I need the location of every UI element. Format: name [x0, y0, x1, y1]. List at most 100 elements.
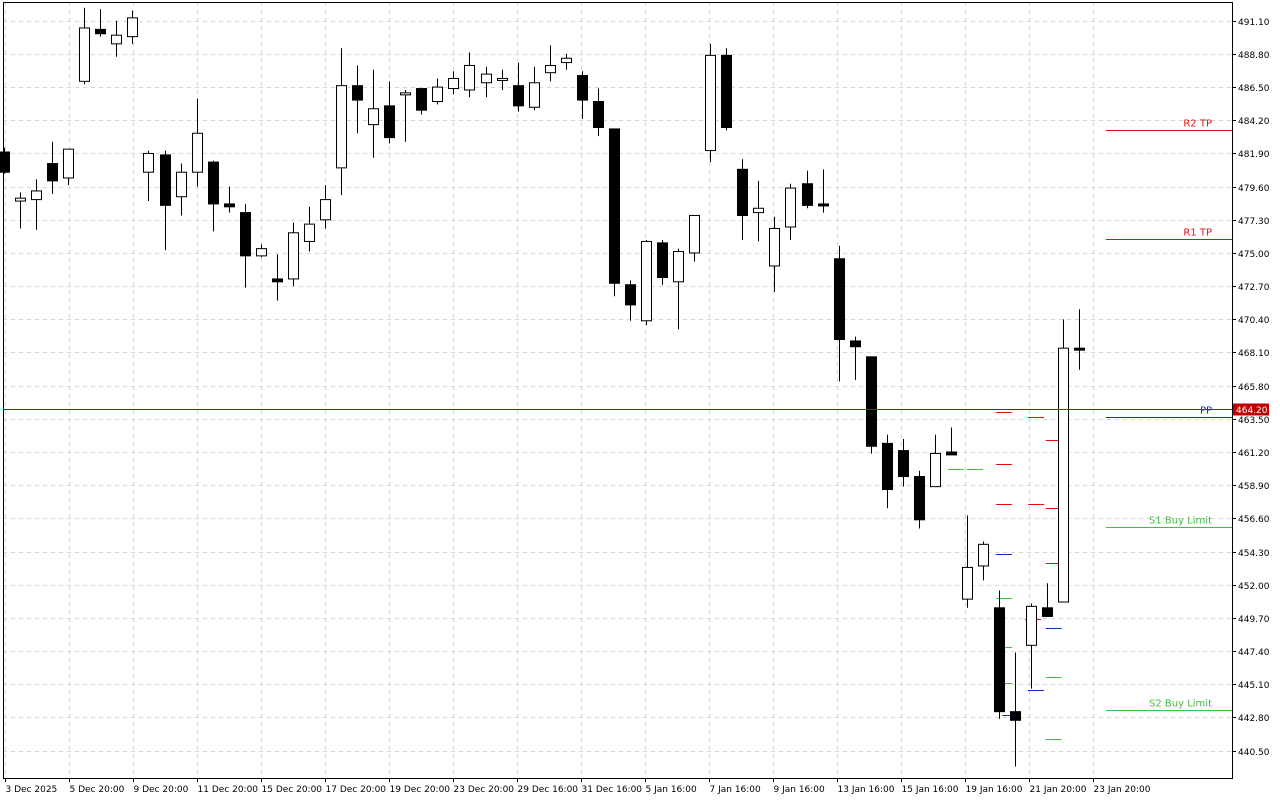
candle[interactable]: [946, 427, 957, 456]
candle[interactable]: [176, 163, 187, 216]
x-tick-label: 19 Jan 16:00: [966, 785, 1023, 795]
candle[interactable]: [898, 439, 909, 487]
candle[interactable]: [657, 239, 668, 285]
candles[interactable]: [0, 7, 1085, 767]
candle[interactable]: [561, 53, 572, 70]
candle[interactable]: [368, 69, 379, 158]
candle[interactable]: [497, 69, 508, 90]
candle[interactable]: [705, 43, 716, 163]
candle-body-up: [481, 73, 492, 84]
candle-body-down: [946, 451, 957, 456]
candle[interactable]: [1058, 319, 1069, 603]
x-tick-label: 11 Dec 20:00: [198, 785, 259, 795]
candle[interactable]: [1074, 309, 1085, 370]
candle[interactable]: [288, 222, 299, 287]
candle-body-up: [1026, 605, 1037, 646]
candle[interactable]: [31, 179, 42, 230]
candle[interactable]: [721, 48, 732, 131]
candle-body-up: [192, 132, 203, 173]
candle[interactable]: [513, 62, 524, 112]
candle[interactable]: [769, 216, 780, 292]
current-price-line: 464.20: [3, 403, 1269, 416]
candle[interactable]: [850, 336, 861, 380]
candle[interactable]: [272, 254, 283, 301]
candle[interactable]: [79, 7, 90, 85]
candle-body-up: [545, 64, 556, 74]
candle-body-up: [497, 77, 508, 81]
candle[interactable]: [111, 20, 122, 57]
candle[interactable]: [384, 81, 395, 144]
candle[interactable]: [336, 48, 347, 196]
candle[interactable]: [641, 239, 652, 326]
candle[interactable]: [240, 203, 251, 288]
candle[interactable]: [481, 66, 492, 98]
candle[interactable]: [1010, 652, 1021, 767]
candle[interactable]: [818, 169, 829, 213]
y-tick-label: 452.00: [1238, 582, 1270, 592]
candle[interactable]: [785, 183, 796, 240]
candle-body-down: [657, 242, 668, 278]
candle[interactable]: [127, 10, 138, 44]
y-tick-label: 468.10: [1238, 349, 1270, 359]
candle-body-up: [705, 54, 716, 152]
candle-body-up: [1058, 347, 1069, 603]
candle[interactable]: [545, 45, 556, 82]
candle[interactable]: [625, 280, 636, 321]
candle[interactable]: [978, 541, 989, 581]
candle-body-down: [224, 203, 235, 208]
candle-body-up: [689, 214, 700, 254]
candle[interactable]: [529, 66, 540, 111]
y-tick-label: 488.80: [1238, 51, 1270, 61]
candle[interactable]: [224, 186, 235, 213]
candle[interactable]: [593, 88, 604, 137]
x-tick-label: 9 Dec 20:00: [134, 785, 189, 795]
candle[interactable]: [352, 65, 363, 134]
candle[interactable]: [15, 192, 26, 229]
candle[interactable]: [689, 214, 700, 262]
candle-body-down: [898, 450, 909, 478]
candle[interactable]: [63, 148, 74, 186]
candle[interactable]: [0, 147, 10, 174]
candle[interactable]: [802, 170, 813, 209]
candle[interactable]: [1026, 603, 1037, 689]
candle[interactable]: [609, 128, 620, 297]
candle-body-up: [400, 92, 411, 96]
candle[interactable]: [256, 244, 267, 258]
candle[interactable]: [192, 98, 203, 187]
candle[interactable]: [673, 248, 684, 330]
candle[interactable]: [834, 245, 845, 382]
candle-body-up: [79, 27, 90, 82]
candle[interactable]: [143, 150, 154, 202]
candle[interactable]: [95, 9, 106, 37]
candle[interactable]: [320, 185, 331, 229]
candle[interactable]: [448, 71, 459, 95]
candle[interactable]: [464, 52, 475, 98]
y-tick-label: 445.10: [1238, 681, 1270, 691]
candle[interactable]: [866, 356, 877, 454]
candle-body-down: [352, 85, 363, 101]
candle[interactable]: [994, 590, 1005, 719]
level-lines: R2 TP R1 TP PP S1 Buy Limit S2 Buy Limit: [1106, 119, 1232, 711]
candle[interactable]: [737, 159, 748, 240]
candle[interactable]: [577, 71, 588, 119]
candle[interactable]: [416, 88, 427, 115]
candle[interactable]: [882, 434, 893, 509]
candle[interactable]: [304, 206, 315, 252]
candle[interactable]: [432, 78, 443, 105]
candle[interactable]: [753, 180, 764, 242]
candle[interactable]: [1042, 583, 1053, 617]
candle[interactable]: [47, 141, 58, 194]
y-tick-label: 440.50: [1238, 748, 1270, 758]
y-tick-label: 486.50: [1238, 84, 1270, 94]
candle[interactable]: [914, 470, 925, 529]
y-tick-label: 447.40: [1238, 648, 1270, 658]
level-label: PP: [1200, 406, 1212, 417]
candle[interactable]: [400, 89, 411, 142]
candle-body-down: [47, 163, 58, 182]
candle[interactable]: [208, 160, 219, 232]
candle[interactable]: [160, 150, 171, 251]
candle[interactable]: [962, 515, 973, 608]
x-tick-label: 31 Dec 16:00: [582, 785, 643, 795]
candle[interactable]: [930, 434, 941, 488]
